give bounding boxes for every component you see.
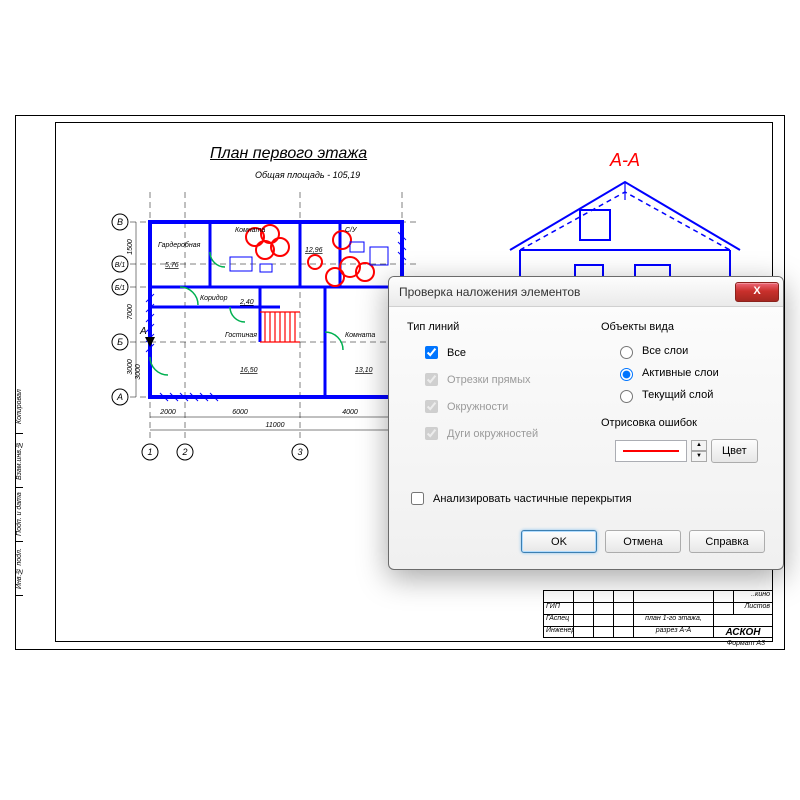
stamp-cell: Взам.инв.№	[15, 434, 23, 488]
radio-current-layer-input[interactable]	[620, 390, 633, 403]
close-button[interactable]: X	[735, 282, 779, 302]
svg-text:А: А	[116, 392, 123, 402]
ok-button[interactable]: OK	[521, 530, 597, 553]
svg-text:11000: 11000	[266, 422, 285, 429]
svg-text:3000: 3000	[127, 359, 134, 375]
radio-active-layers-input[interactable]	[620, 368, 633, 381]
format-label: Формат А3	[727, 640, 765, 647]
stamp-cell: Инв.№ подл.	[15, 542, 23, 596]
dialog-title: Проверка наложения элементов	[399, 285, 580, 299]
radio-active-layers[interactable]: Активные слои	[615, 365, 765, 381]
floor-plan: В В/1 Б/1 Б А 1 2 3 4	[110, 192, 430, 462]
svg-text:Коридор: Коридор	[200, 294, 228, 302]
svg-text:5,76: 5,76	[165, 262, 179, 269]
svg-text:2: 2	[181, 447, 187, 457]
overlap-check-dialog: Проверка наложения элементов X Тип линий…	[388, 276, 784, 570]
svg-text:6000: 6000	[232, 409, 248, 416]
svg-text:Гардеробная: Гардеробная	[158, 241, 201, 249]
svg-text:Б/1: Б/1	[115, 285, 126, 292]
svg-text:С/У: С/У	[345, 227, 358, 234]
section-label: А-А	[610, 150, 640, 171]
svg-text:1: 1	[147, 447, 152, 457]
group-view-objects: Объекты вида	[601, 321, 765, 333]
plan-title: План первого этажа	[210, 145, 367, 163]
checkbox-all[interactable]: Все	[421, 343, 571, 362]
radio-current-layer[interactable]: Текущий слой	[615, 387, 765, 403]
checkbox-arcs-input	[425, 427, 438, 440]
color-button[interactable]: Цвет	[711, 439, 758, 463]
dialog-titlebar[interactable]: Проверка наложения элементов X	[389, 277, 783, 307]
checkbox-analyze-input[interactable]	[411, 492, 424, 505]
svg-text:4000: 4000	[342, 409, 358, 416]
svg-text:16,50: 16,50	[240, 367, 258, 374]
radio-all-layers-input[interactable]	[620, 346, 633, 359]
svg-text:А: А	[139, 326, 147, 337]
svg-text:13,10: 13,10	[355, 367, 373, 374]
svg-text:Гостиная: Гостиная	[225, 332, 257, 339]
left-stamp: Копировал Взам.инв.№ Подп. и дата Инв.№ …	[15, 380, 57, 650]
svg-text:12,96: 12,96	[305, 247, 323, 254]
help-button[interactable]: Справка	[689, 530, 765, 553]
checkbox-segments: Отрезки прямых	[421, 370, 571, 389]
error-color-swatch[interactable]	[615, 440, 687, 462]
svg-text:3000: 3000	[135, 364, 142, 380]
svg-text:2,40: 2,40	[239, 299, 254, 306]
svg-text:Комната: Комната	[235, 227, 265, 234]
error-line-preview	[623, 450, 679, 452]
svg-text:7000: 7000	[127, 304, 134, 320]
svg-text:1500: 1500	[127, 239, 134, 255]
stamp-cell: Копировал	[15, 380, 23, 434]
stamp-cell: Подп. и дата	[15, 488, 23, 542]
line-width-spinner[interactable]: ▲▼	[691, 440, 707, 462]
checkbox-segments-input	[425, 373, 438, 386]
checkbox-analyze-partial[interactable]: Анализировать частичные перекрытия	[407, 489, 765, 508]
radio-all-layers[interactable]: Все слои	[615, 343, 765, 359]
checkbox-circles-input	[425, 400, 438, 413]
svg-text:3: 3	[297, 447, 302, 457]
svg-text:Комната: Комната	[345, 332, 375, 339]
group-line-types: Тип линий	[407, 321, 571, 333]
svg-text:2000: 2000	[159, 409, 176, 416]
svg-text:В: В	[117, 217, 123, 227]
checkbox-circles: Окружности	[421, 397, 571, 416]
svg-text:В/1: В/1	[115, 262, 126, 269]
group-error-render: Отрисовка ошибок	[601, 417, 765, 429]
cancel-button[interactable]: Отмена	[605, 530, 681, 553]
checkbox-all-input[interactable]	[425, 346, 438, 359]
svg-text:Б: Б	[117, 337, 123, 347]
plan-subtitle: Общая площадь - 105,19	[255, 170, 360, 180]
checkbox-arcs: Дуги окружностей	[421, 424, 571, 443]
